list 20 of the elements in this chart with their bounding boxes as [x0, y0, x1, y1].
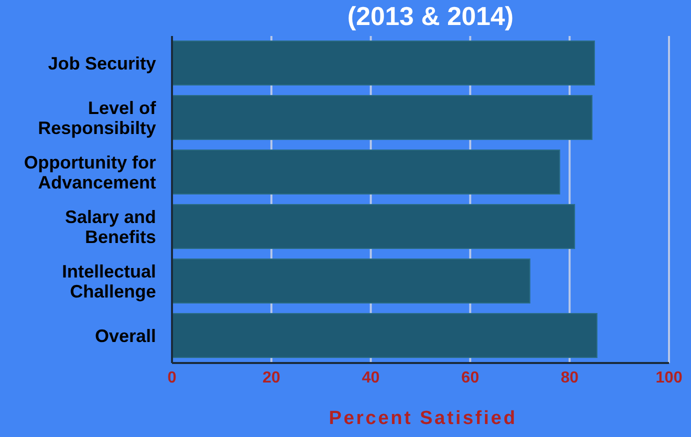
y-tick-label: Overall: [94, 326, 156, 346]
chart-title: (2013 & 2014): [346, 0, 515, 32]
x-tick-label: 40: [362, 369, 380, 386]
x-tick-label: 20: [262, 369, 280, 386]
y-tick-label: Level of Responsibilty: [38, 98, 157, 138]
y-tick-label: Opportunity for Advancement: [24, 152, 156, 192]
bar: [172, 40, 595, 86]
bar: [172, 258, 530, 304]
bar: [172, 95, 592, 140]
x-axis-title: Percent Satisfied: [328, 408, 518, 430]
x-tick-label: 100: [656, 369, 682, 386]
x-tick-label: 80: [560, 369, 579, 386]
y-tick-label: Salary and Benefits: [64, 206, 156, 247]
bar: [172, 150, 560, 194]
x-tick-label: 60: [461, 369, 480, 386]
x-tick-label: 0: [168, 369, 177, 386]
y-tick-label: Intellectual Challenge: [62, 261, 156, 302]
bar: [172, 313, 598, 358]
y-tick-label: Job Security: [48, 53, 156, 74]
bar: [172, 204, 576, 249]
